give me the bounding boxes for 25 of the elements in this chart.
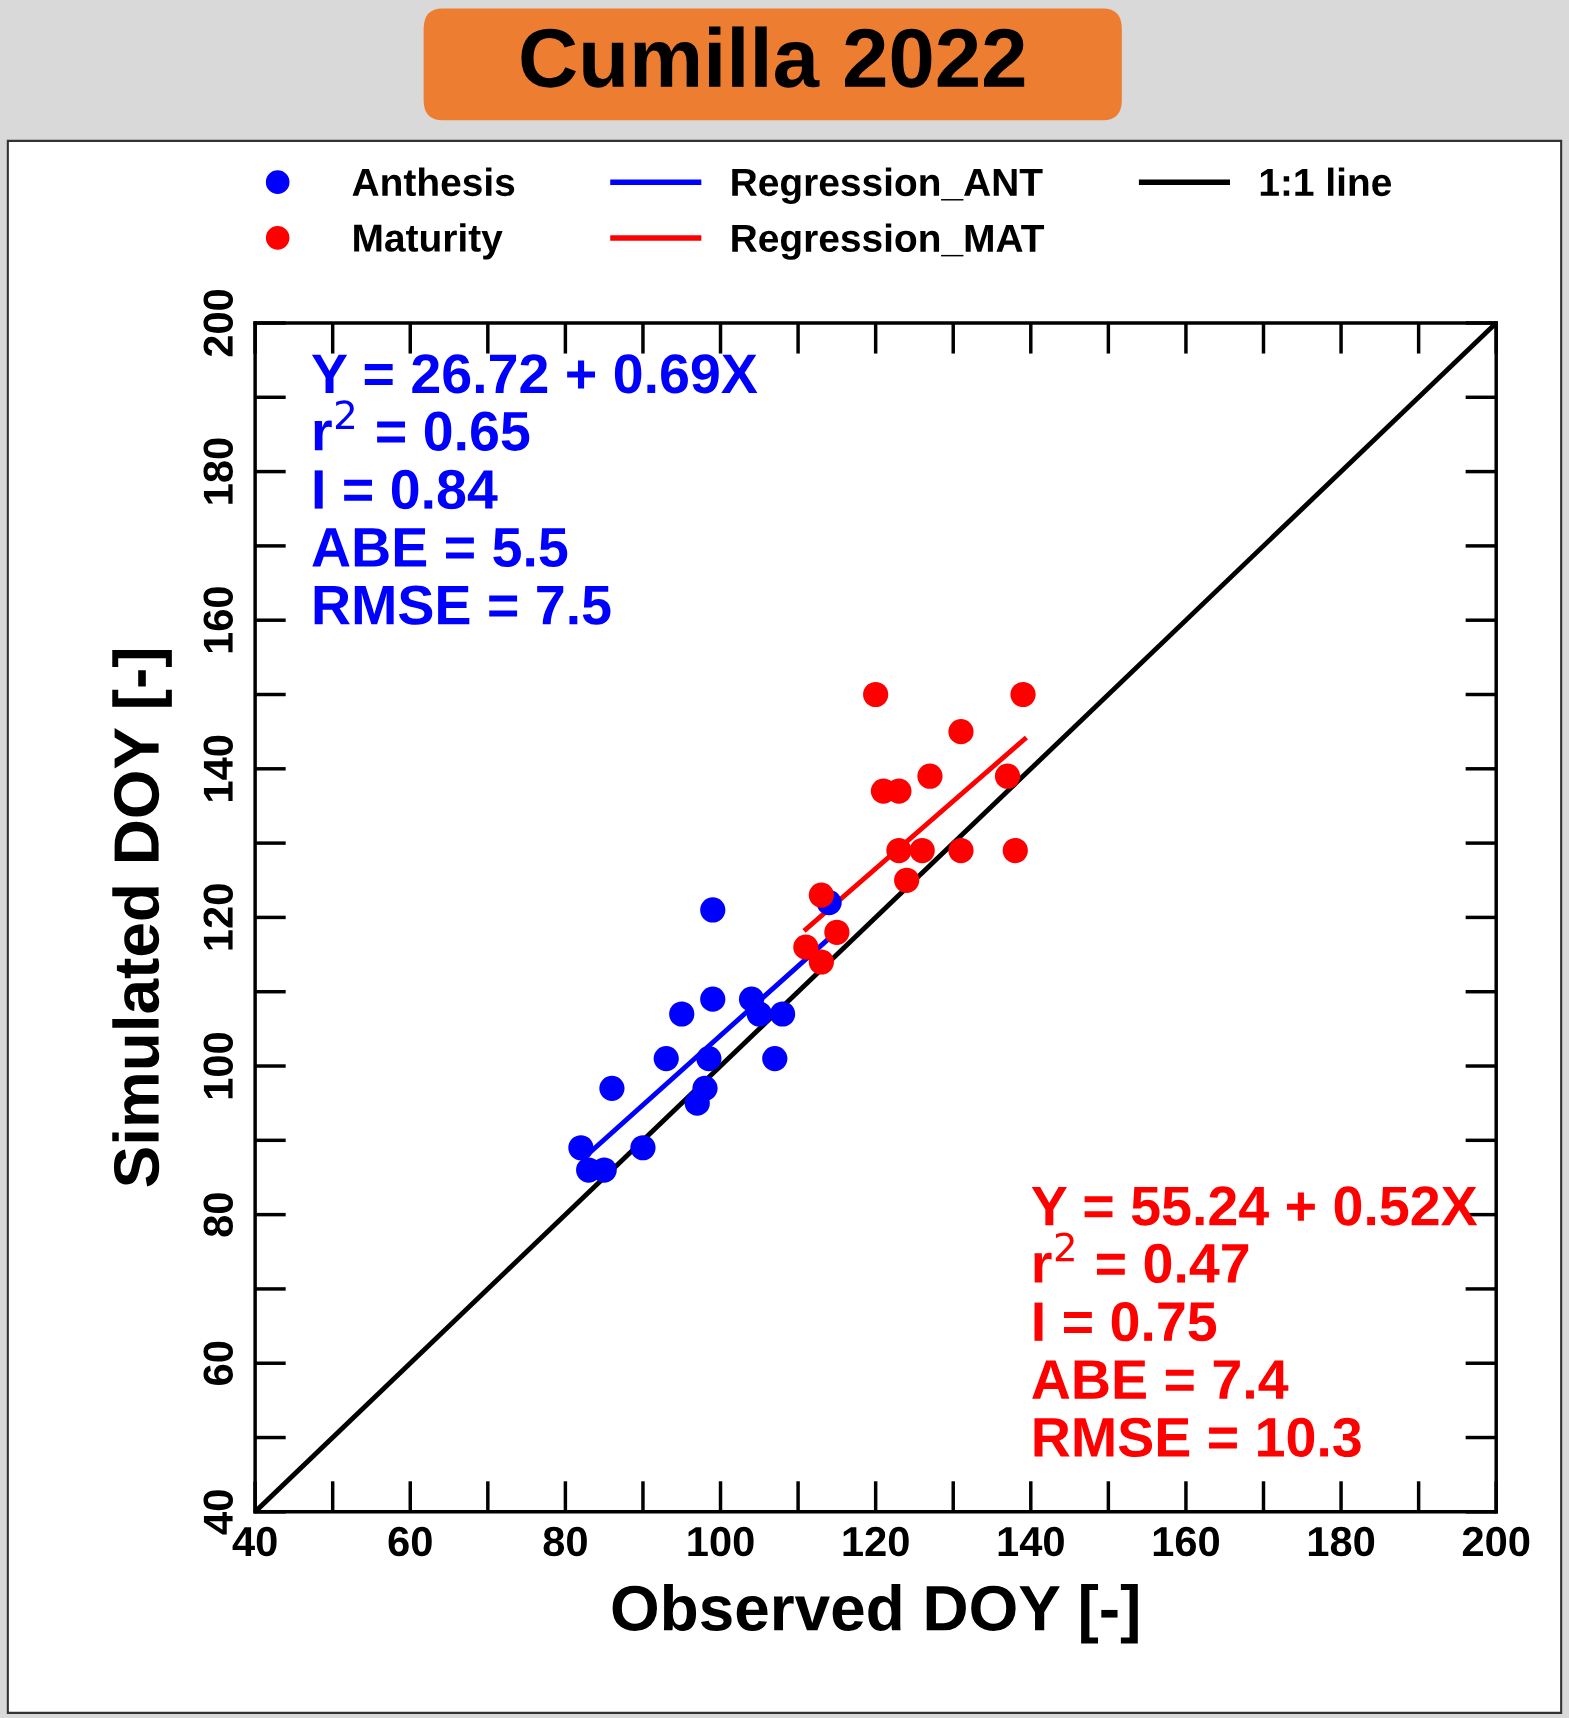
x-tick-label: 80 — [543, 1526, 587, 1557]
x-tick-label: 120 — [843, 1526, 909, 1557]
legend-label: Anthesis — [352, 167, 515, 197]
x-tick-label: 40 — [232, 1526, 277, 1557]
legend-label: Maturity — [354, 223, 503, 260]
y-tick-label: 80 — [203, 1193, 233, 1237]
legend-label: Regression_ANT — [732, 167, 1043, 205]
chart-title: Cumilla 2022 — [521, 26, 1025, 88]
y-tick-label: 180 — [203, 438, 233, 504]
x-tick-label: 160 — [1153, 1526, 1219, 1557]
x-tick-label: 140 — [998, 1526, 1064, 1557]
y-tick-label: 60 — [203, 1341, 233, 1385]
x-axis-title: Observed DOY [-] — [612, 1584, 1138, 1644]
y-tick-label: 140 — [203, 735, 233, 801]
x-tick-label: 200 — [1462, 1526, 1530, 1557]
y-tick-label: 100 — [203, 1032, 233, 1099]
legend-label: Regression_MAT — [732, 223, 1045, 260]
x-tick-label: 180 — [1308, 1526, 1375, 1557]
legend-label: 1:1 line — [1260, 167, 1392, 197]
x-tick-label: 100 — [688, 1526, 754, 1557]
y-tick-label: 200 — [203, 289, 233, 357]
y-axis-title: Simulated DOY [-] — [112, 650, 172, 1187]
x-tick-label: 60 — [388, 1526, 432, 1557]
y-tick-label: 160 — [203, 587, 233, 653]
y-tick-label: 120 — [203, 884, 233, 950]
